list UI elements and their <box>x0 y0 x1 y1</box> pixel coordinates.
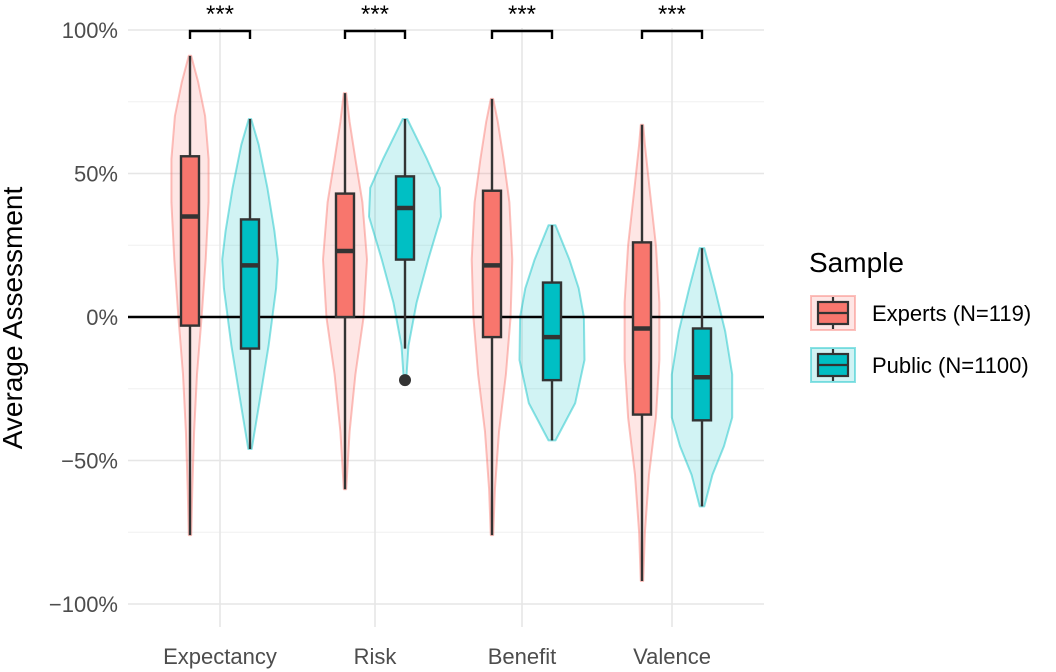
legend-label-public: Public (N=1100) <box>872 353 1029 378</box>
y-axis-title: Average Assessment <box>0 187 28 450</box>
axis-layer: Average Assessment 100% 50% 0% −50% −100% Exp… <box>0 18 711 669</box>
y-tick-label: −50% <box>61 449 118 474</box>
significance-bracket-risk <box>343 29 407 39</box>
x-tick-label: Expectancy <box>163 644 277 669</box>
box-public-benefit <box>541 281 563 382</box>
box-public-expectancy <box>239 218 261 350</box>
significance-label-expectancy: *** <box>206 1 234 28</box>
significance-bracket-expectancy <box>188 29 252 39</box>
box-public-risk <box>394 175 416 261</box>
y-tick-label: −100% <box>49 592 118 617</box>
significance-bracket-benefit <box>490 29 554 39</box>
significance-label-valence: *** <box>658 1 686 28</box>
significance-bracket-valence <box>640 29 704 39</box>
legend-label-experts: Experts (N=119) <box>872 301 1031 326</box>
grid-layer <box>128 28 764 627</box>
y-tick-label: 50% <box>74 162 118 187</box>
x-tick-label: Risk <box>354 644 398 669</box>
legend-title: Sample <box>809 247 904 278</box>
significance-layer: *** *** *** *** <box>188 1 704 39</box>
significance-label-benefit: *** <box>508 1 536 28</box>
significance-label-risk: *** <box>361 1 389 28</box>
y-tick-label: 0% <box>86 305 118 330</box>
x-tick-label: Benefit <box>488 644 557 669</box>
box-experts-expectancy <box>179 155 201 327</box>
y-tick-label: 100% <box>62 18 118 43</box>
outlier-public-risk <box>399 374 411 387</box>
box-public-valence <box>691 327 713 422</box>
box-layer <box>179 55 713 582</box>
box-experts-risk <box>334 192 356 319</box>
x-tick-label: Valence <box>633 644 711 669</box>
legend: Sample Experts (N=119) Public (N=1100) <box>809 247 1031 383</box>
